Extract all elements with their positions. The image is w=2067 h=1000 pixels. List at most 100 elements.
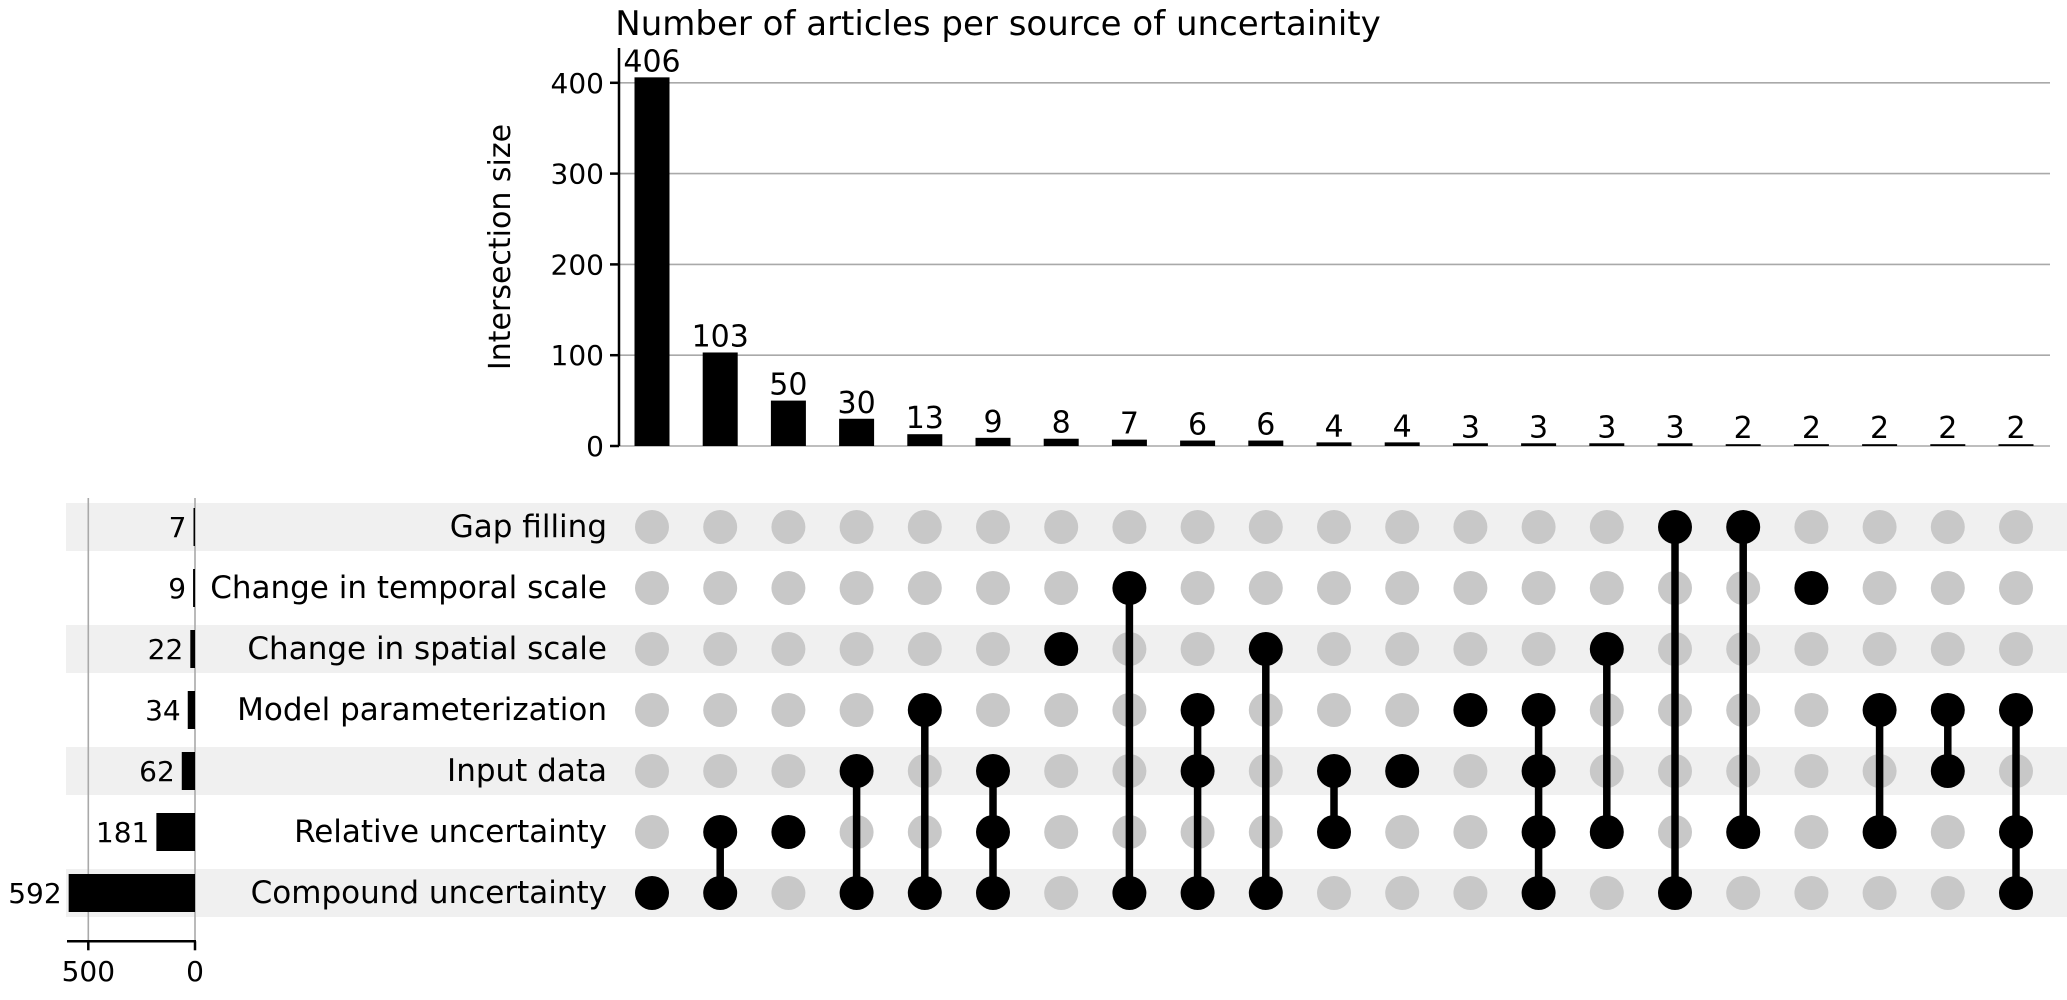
intersection-bar-value: 406 <box>623 44 680 79</box>
matrix-dot-inactive <box>1453 510 1488 544</box>
matrix-dot-inactive <box>1453 632 1488 666</box>
matrix-dot-inactive <box>1180 632 1215 666</box>
matrix-dot-active <box>1317 754 1351 788</box>
intersection-bar <box>770 400 806 446</box>
set-total-bar <box>187 691 195 729</box>
matrix-dot-inactive <box>1317 571 1351 605</box>
matrix-dot-inactive <box>1521 510 1556 544</box>
matrix-dot-inactive <box>1999 632 2033 666</box>
matrix-dot-inactive <box>635 754 669 788</box>
matrix-dot-inactive <box>1044 815 1079 849</box>
matrix-dot-active <box>703 876 738 910</box>
matrix-dot-inactive <box>1044 693 1079 727</box>
intersection-bar <box>1111 439 1147 446</box>
matrix-dot-inactive <box>1862 632 1897 666</box>
matrix-dot-inactive <box>1044 754 1079 788</box>
intersection-bar <box>1521 443 1557 446</box>
intersection-bar-value: 103 <box>692 319 749 354</box>
matrix-dot-inactive <box>1794 510 1829 544</box>
matrix-dot-active <box>1112 571 1147 605</box>
matrix-dot-inactive <box>976 693 1010 727</box>
matrix-dot-inactive <box>1521 632 1556 666</box>
intersection-bar-value: 3 <box>1597 410 1616 445</box>
y-tick-label: 200 <box>551 248 604 281</box>
matrix-dot-inactive <box>703 571 738 605</box>
set-total-value: 181 <box>96 816 149 849</box>
matrix-dot-inactive <box>1385 571 1420 605</box>
matrix-dot-inactive <box>1794 693 1829 727</box>
matrix-dot-inactive <box>1453 815 1488 849</box>
matrix-dot-active <box>1180 876 1215 910</box>
matrix-dot-inactive <box>1248 571 1283 605</box>
intersection-bar-value: 2 <box>1734 411 1753 446</box>
intersection-bar <box>702 352 738 446</box>
matrix-dot-inactive <box>1317 632 1351 666</box>
matrix-dot-active <box>907 693 942 727</box>
chart-title: Number of articles per source of uncerta… <box>615 4 1381 44</box>
matrix-dot-inactive <box>703 632 738 666</box>
matrix-dot-inactive <box>771 876 806 910</box>
matrix-dot-active <box>1521 876 1556 910</box>
matrix-dot-active <box>1999 693 2033 727</box>
matrix-dot-inactive <box>1999 571 2033 605</box>
matrix-dot-active <box>907 876 942 910</box>
matrix-dot-inactive <box>635 571 669 605</box>
matrix-dot-inactive <box>1930 876 1965 910</box>
matrix-dot-inactive <box>635 815 669 849</box>
intersection-bar-value: 2 <box>1938 411 1957 446</box>
matrix-dot-inactive <box>1930 571 1965 605</box>
intersection-bar <box>1793 444 1829 446</box>
matrix-dot-inactive <box>839 632 874 666</box>
matrix-dot-inactive <box>976 571 1010 605</box>
matrix-dot-inactive <box>1453 754 1488 788</box>
set-row-label: Change in temporal scale <box>210 570 607 606</box>
matrix-dot-active <box>1385 754 1420 788</box>
intersection-bar-value: 30 <box>838 386 876 421</box>
matrix-dot-inactive <box>1589 571 1624 605</box>
matrix-dot-active <box>1658 510 1692 544</box>
matrix-dot-inactive <box>1248 510 1283 544</box>
matrix-dot-active <box>839 754 874 788</box>
intersection-bar-value: 6 <box>1256 408 1275 443</box>
matrix-dot-active <box>1726 510 1761 544</box>
matrix-dot-active <box>635 876 669 910</box>
matrix-dot-active <box>1589 815 1624 849</box>
intersection-bar-value: 4 <box>1324 409 1343 444</box>
set-total-value: 592 <box>8 877 61 910</box>
intersection-bar-value: 6 <box>1188 408 1207 443</box>
matrix-dot-inactive <box>1385 876 1420 910</box>
matrix-dot-inactive <box>1589 510 1624 544</box>
matrix-dot-inactive <box>976 510 1010 544</box>
matrix-dot-inactive <box>771 632 806 666</box>
intersection-bar-value: 3 <box>1665 410 1684 445</box>
intersection-bar <box>634 77 670 447</box>
y-tick-label: 300 <box>551 158 604 191</box>
matrix-dot-inactive <box>1044 510 1079 544</box>
intersection-bar <box>1043 438 1079 446</box>
set-total-value: 9 <box>168 572 186 605</box>
matrix-dot-inactive <box>1726 876 1761 910</box>
matrix-dot-inactive <box>1794 876 1829 910</box>
matrix-dot-inactive <box>703 510 738 544</box>
intersection-bar <box>1725 444 1761 446</box>
matrix-dot-inactive <box>839 510 874 544</box>
matrix-dot-active <box>1248 876 1283 910</box>
set-total-value: 34 <box>145 694 181 727</box>
matrix-dot-inactive <box>839 693 874 727</box>
matrix-dot-active <box>1589 632 1624 666</box>
matrix-dot-active <box>976 815 1010 849</box>
intersection-bar <box>1998 444 2034 446</box>
set-total-bar <box>193 508 195 546</box>
set-total-bar <box>156 813 195 851</box>
matrix-dot-inactive <box>1794 754 1829 788</box>
y-axis-label: Intersection size <box>483 124 518 370</box>
intersection-bar-value: 13 <box>906 401 944 436</box>
intersection-bar <box>907 434 943 446</box>
matrix-dot-inactive <box>1930 815 1965 849</box>
set-total-value: 62 <box>139 755 175 788</box>
matrix-dot-active <box>703 815 738 849</box>
matrix-dot-inactive <box>907 632 942 666</box>
matrix-dot-active <box>839 876 874 910</box>
matrix-dot-active <box>976 754 1010 788</box>
matrix-dot-inactive <box>1317 693 1351 727</box>
